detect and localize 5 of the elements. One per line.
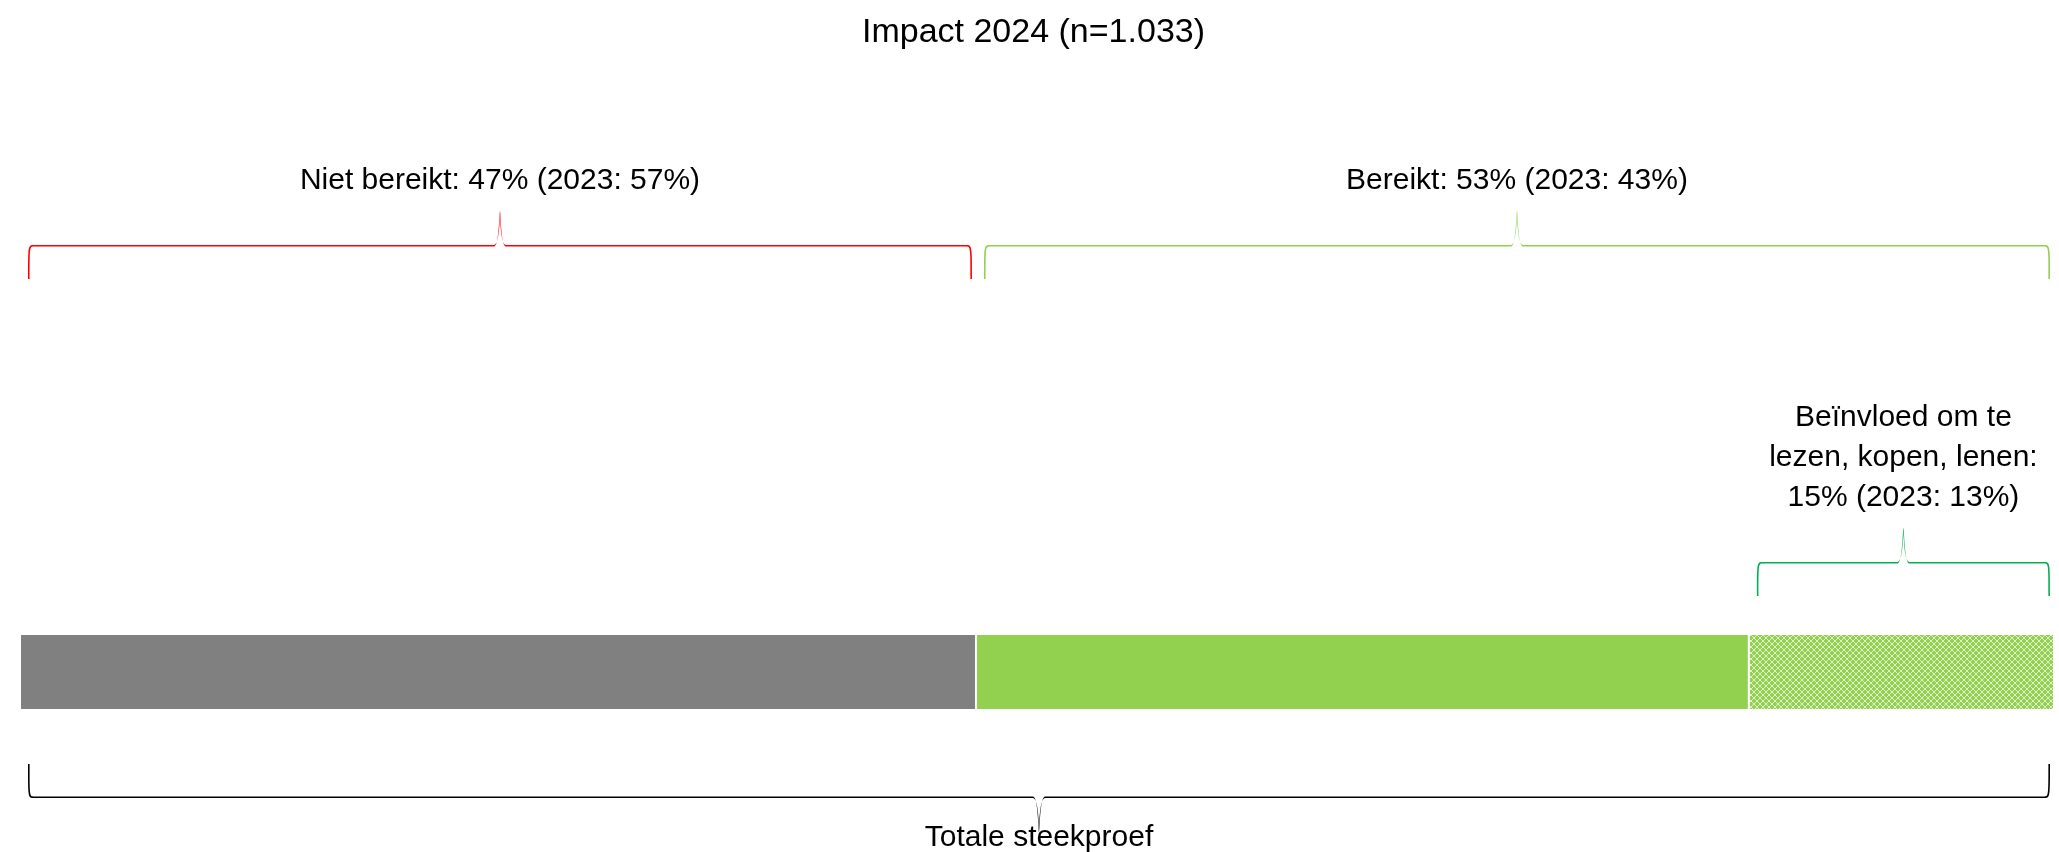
text: Niet bereikt: 47% (2023: 57%) bbox=[299, 162, 701, 195]
text: Bereikt: 53% (2023: 43%) bbox=[1346, 162, 1688, 195]
chart-title: Impact 2024 (n=1.033) bbox=[861, 11, 1206, 49]
text: Beïnvloed om te lezen, kopen, lenen: 15% (2023: 13%) bbox=[1769, 399, 2038, 512]
text: Totale steekproef bbox=[924, 819, 1154, 852]
